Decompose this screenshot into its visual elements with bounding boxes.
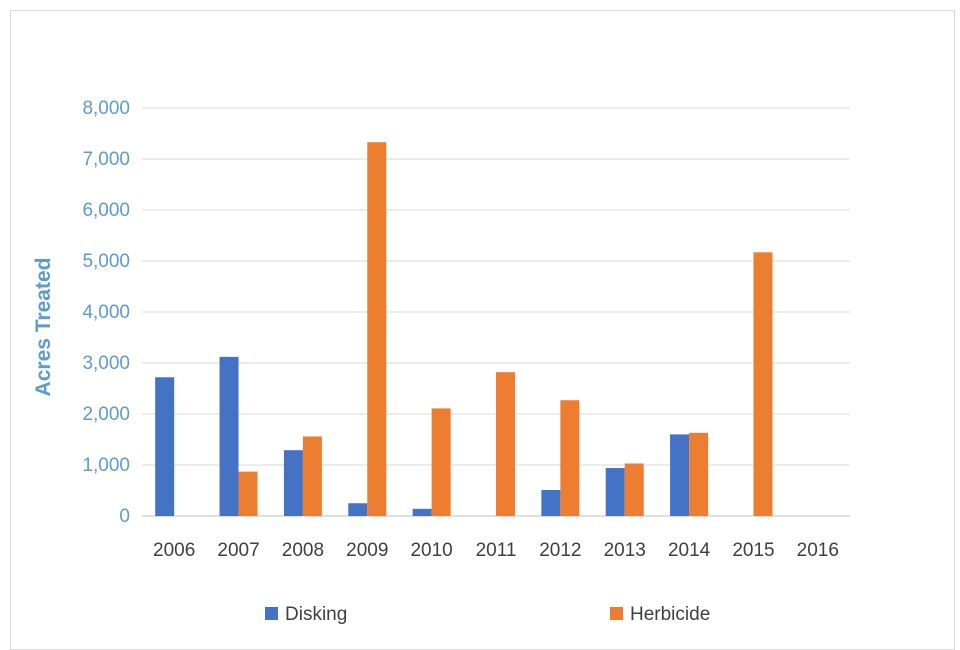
- bar-disking-2013: [605, 468, 625, 516]
- legend-label-disking: Disking: [285, 604, 347, 625]
- bar-herbicide-2008: [302, 436, 322, 516]
- bar-chart: 0 1,000 2,000 3,000 4,000 5,000 6,000 7,000 8,00…: [32, 98, 850, 625]
- y-tick-label: 0: [119, 506, 130, 527]
- y-tick-labels: 0 1,000 2,000 3,000 4,000 5,000 6,000 7,000 8,00…: [82, 98, 130, 527]
- bar-herbicide-2012: [560, 400, 580, 516]
- bar-disking-2008: [283, 450, 303, 516]
- x-tick-label: 2016: [797, 540, 839, 561]
- y-tick-label: 6,000: [82, 200, 130, 221]
- y-tick-label: 2,000: [82, 404, 130, 425]
- x-tick-label: 2011: [476, 540, 517, 561]
- x-tick-label: 2012: [539, 540, 581, 561]
- chart-frame: [10, 10, 955, 650]
- bar-disking-2006: [155, 377, 175, 516]
- bars: [155, 142, 773, 517]
- bar-disking-2009: [348, 503, 368, 516]
- y-axis-label: Acres Treated: [32, 258, 55, 397]
- bar-herbicide-2015: [753, 252, 773, 516]
- x-tick-label: 2015: [732, 540, 774, 561]
- legend: Disking Herbicide: [265, 604, 710, 625]
- bar-disking-2012: [541, 489, 561, 516]
- bar-herbicide-2010: [431, 408, 451, 516]
- x-tick-labels: 2006 2007 2008 2009 2010 2011 2012 2013 2014 2015…: [153, 540, 839, 561]
- y-tick-label: 3,000: [82, 353, 130, 374]
- bar-disking-2007: [219, 356, 239, 516]
- bar-disking-2010: [412, 508, 432, 516]
- y-tick-label: 7,000: [82, 149, 130, 170]
- gridlines: [142, 107, 850, 517]
- legend-label-herbicide: Herbicide: [630, 604, 710, 625]
- x-tick-label: 2007: [217, 540, 259, 561]
- x-tick-label: 2010: [410, 540, 452, 561]
- bar-disking-2014: [670, 434, 690, 516]
- bar-herbicide-2007: [238, 471, 258, 516]
- y-tick-label: 1,000: [82, 455, 130, 476]
- y-tick-label: 4,000: [82, 302, 130, 323]
- x-tick-label: 2013: [604, 540, 646, 561]
- x-tick-label: 2006: [153, 540, 195, 561]
- legend-swatch-disking: [265, 607, 278, 620]
- y-tick-label: 8,000: [82, 98, 130, 119]
- y-tick-label: 5,000: [82, 251, 130, 272]
- bar-herbicide-2009: [367, 142, 387, 517]
- x-tick-label: 2009: [346, 540, 388, 561]
- x-tick-label: 2014: [668, 540, 711, 561]
- bar-herbicide-2014: [689, 432, 709, 516]
- bar-herbicide-2013: [624, 463, 644, 516]
- x-tick-label: 2008: [282, 540, 324, 561]
- legend-swatch-herbicide: [610, 607, 623, 620]
- bar-herbicide-2011: [496, 372, 515, 516]
